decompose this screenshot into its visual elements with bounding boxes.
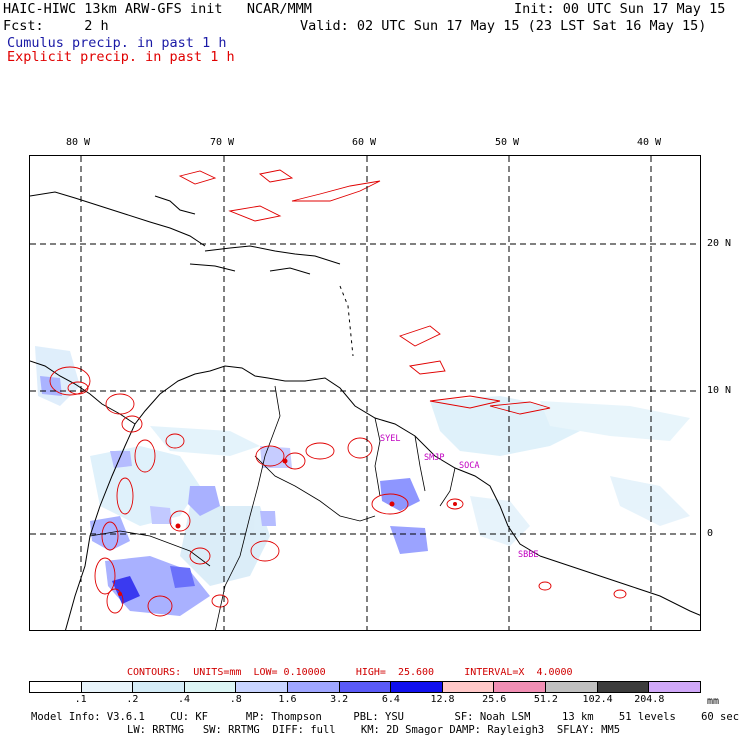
colorbar-tick-label: 204.8 [634,694,665,705]
explicit-precip-contours [49,169,627,617]
colorbar-unit: mm [707,696,720,707]
colorbar-swatch [133,682,185,692]
precip-map: SYEL SMJP SOCA SBBE [29,155,701,631]
station-syel: SYEL [380,434,401,444]
intense-cells [118,458,457,596]
colorbar-tick-label: 12.8 [430,694,455,705]
colorbar-tick-label: .1 [74,694,87,705]
lat-label-0: 0 [707,528,714,539]
colorbar-swatch [391,682,443,692]
colorbar-tick-label: .2 [126,694,139,705]
model-info-line1: Model Info: V3.6.1 CU: KF MP: Thompson P… [31,711,740,723]
forecast-hour: Fcst: 2 h [3,18,109,34]
colorbar-swatch [339,682,392,692]
colorbar-swatch [494,682,547,692]
lat-label-10n: 10 N [707,385,732,396]
field-cumulus-precip: Cumulus precip. in past 1 h [7,35,227,51]
colorbar-tick-label: .8 [229,694,242,705]
colorbar-tick-label: 6.4 [381,694,400,705]
light-precip-areas [35,346,690,586]
latlon-grid [30,156,700,630]
colorbar-swatch [30,682,82,692]
model-info-line2: LW: RRTMG SW: RRTMG DIFF: full KM: 2D Sm… [127,724,621,736]
colorbar-tick-label: 25.6 [482,694,507,705]
colorbar-tick-label: 102.4 [582,694,613,705]
colorbar-swatch [597,682,650,692]
contours-info: CONTOURS: UNITS=mm LOW= 0.10000 HIGH= 25… [127,667,573,678]
colorbar-tick-label: 51.2 [533,694,558,705]
colorbar-swatch [649,682,700,692]
station-soca: SOCA [459,461,480,471]
lon-label-80w: 80 W [66,137,91,148]
colorbar [29,681,701,693]
colorbar-swatch [81,682,134,692]
lon-label-40w: 40 W [637,137,662,148]
lon-label-70w: 70 W [210,137,235,148]
lat-label-20n: 20 N [707,238,732,249]
colorbar-swatch [546,682,598,692]
station-sbbe: SBBE [518,550,539,560]
init-time: Init: 00 UTC Sun 17 May 15 [514,1,726,17]
coastlines [30,191,700,630]
map-canvas [30,156,700,630]
colorbar-tick-label: 1.6 [278,694,297,705]
colorbar-swatch [184,682,237,692]
colorbar-swatch [236,682,289,692]
lon-label-50w: 50 W [495,137,520,148]
lon-label-60w: 60 W [352,137,377,148]
colorbar-tick-label: 3.2 [330,694,349,705]
model-title: HAIC-HIWC 13km ARW-GFS init NCAR/MMM [3,1,312,17]
field-explicit-precip: Explicit precip. in past 1 h [7,49,235,65]
colorbar-tick-label: .4 [178,694,191,705]
colorbar-swatch [288,682,340,692]
valid-time: Valid: 02 UTC Sun 17 May 15 (23 LST Sat … [300,18,707,34]
station-smjp: SMJP [424,453,445,463]
colorbar-swatch [442,682,495,692]
